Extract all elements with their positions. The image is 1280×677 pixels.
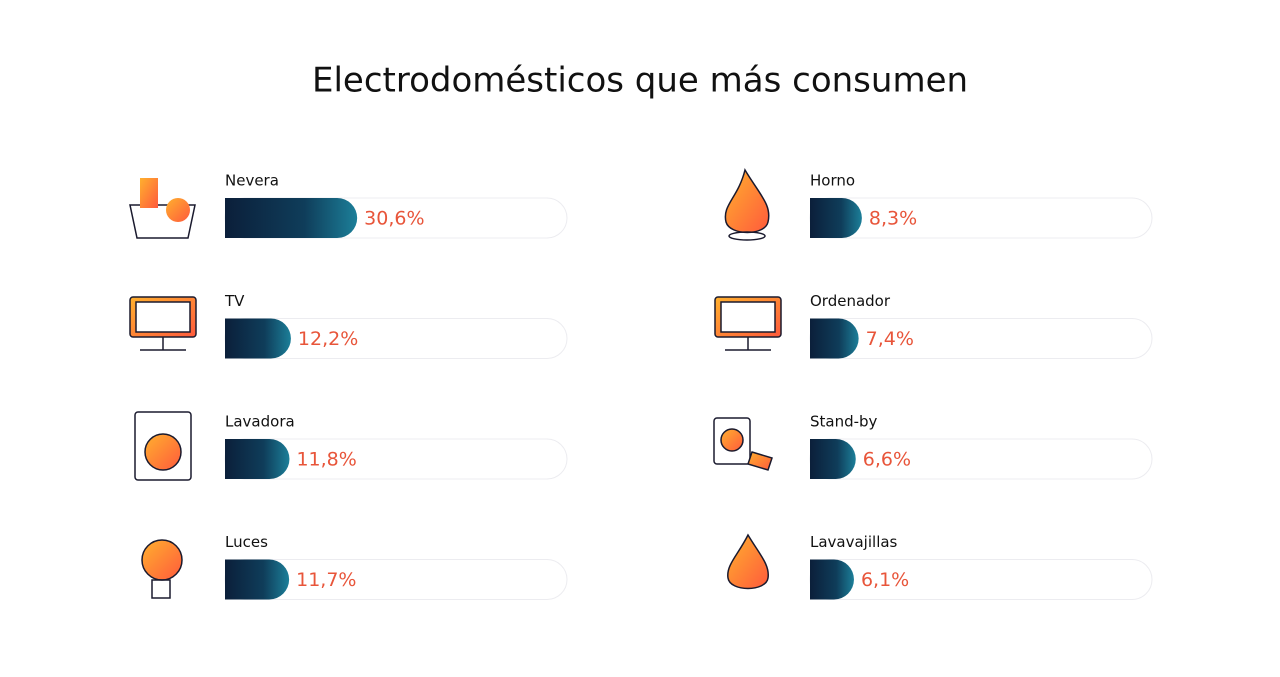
bar-track	[809, 318, 1153, 359]
category-label: Nevera	[225, 172, 279, 190]
category-label: Lavavajillas	[810, 533, 898, 551]
bar	[225, 318, 291, 359]
category-label: TV	[224, 292, 245, 310]
category-label: Horno	[810, 172, 855, 190]
bar	[810, 198, 862, 238]
value-label: 12,2%	[298, 328, 358, 350]
category-label: Ordenador	[810, 292, 891, 310]
bar	[810, 559, 854, 600]
value-label: 7,4%	[866, 328, 914, 350]
icon-drop	[727, 533, 769, 590]
bar	[225, 559, 290, 600]
category-label: Luces	[225, 533, 268, 551]
value-label: 6,1%	[861, 569, 909, 591]
icon-tv	[129, 296, 197, 351]
icon-flame	[724, 168, 770, 241]
icon-computer	[714, 296, 782, 351]
icon-plug	[713, 417, 773, 471]
bar	[810, 439, 856, 479]
bar-track	[809, 438, 1153, 480]
category-label: Lavadora	[225, 413, 295, 431]
bar	[225, 198, 358, 238]
icons	[129, 168, 782, 599]
bar	[225, 439, 290, 479]
value-label: 8,3%	[869, 208, 917, 230]
bar	[810, 318, 859, 359]
icon-washer	[134, 411, 192, 481]
value-label: 6,6%	[863, 449, 911, 471]
value-label: 30,6%	[364, 208, 424, 230]
chart-title: Electrodomésticos que más consumen	[312, 61, 968, 101]
category-label: Stand-by	[810, 413, 878, 431]
value-label: 11,7%	[296, 569, 356, 591]
icon-bulb	[141, 539, 183, 599]
icon-fridge	[129, 178, 196, 239]
value-label: 11,8%	[296, 449, 356, 471]
